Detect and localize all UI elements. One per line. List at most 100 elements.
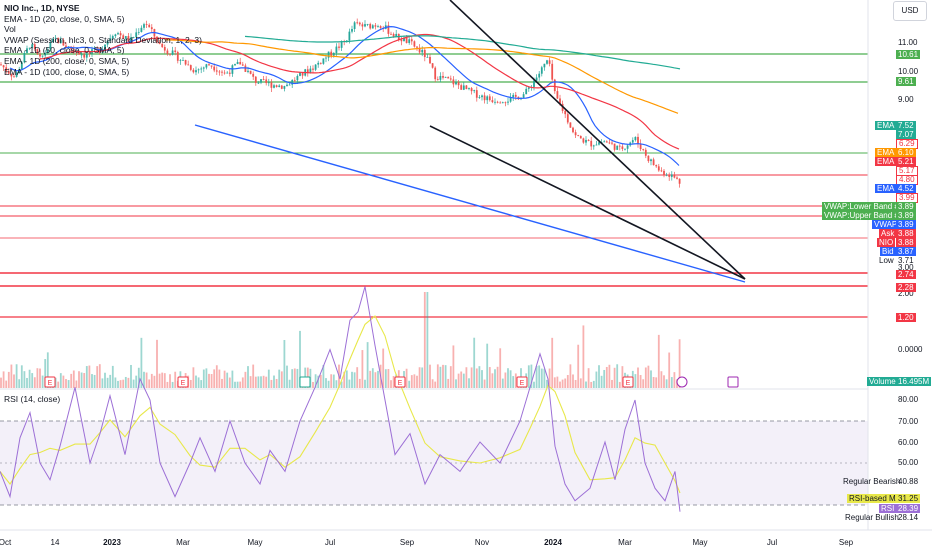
volume-bar [371,368,374,388]
volume-bar [436,364,439,388]
candle-body [119,33,122,36]
symbol-title[interactable]: NIO Inc., 1D, NYSE [4,3,80,13]
legend-ema50[interactable]: EMA - 1D (50, close, 0, SMA, 5) [4,45,125,56]
candle-body [20,62,23,70]
future-earnings-marker[interactable] [727,376,739,388]
volume-bar [551,337,554,388]
candle-body [553,79,556,92]
time-axis-label: Nov [474,538,490,547]
price-tag-ema-20: 4.52 [896,184,916,193]
volume-bar [507,368,509,388]
legend-volume[interactable]: Vol [4,24,16,35]
wedge-upper-trendline[interactable] [449,0,746,280]
event-marker[interactable] [676,376,688,388]
support-trendline-blue[interactable] [194,124,746,283]
volume-bar [455,379,457,388]
volume-bar [595,371,598,388]
candle-body [499,102,502,104]
volume-bar [548,368,551,388]
ema200-line[interactable] [244,35,681,70]
currency-button[interactable]: USD [893,1,927,21]
volume-bar [426,292,429,388]
earnings-marker[interactable] [622,376,634,388]
volume-bar [384,369,387,388]
candle-body [156,36,158,43]
rsi-label-tag: RSI [879,504,897,513]
volume-bar [114,377,117,388]
volume-bar [670,377,673,388]
candle-body [626,145,629,149]
ema50-line[interactable] [39,33,680,150]
volume-bar [257,376,260,388]
price-tag-vwap: 3.89 [896,211,916,220]
time-axis-label: May [247,538,263,547]
candle-body [254,76,257,83]
candle-body [174,50,177,53]
volume-bar [98,364,101,388]
candle-body [494,101,496,103]
legend-ema20[interactable]: EMA - 1D (20, close, 0, SMA, 5) [4,13,125,24]
volume-bar [288,379,291,388]
candle-body [470,88,473,92]
candle-body [351,29,353,32]
candle-body [587,139,590,141]
candle-body [624,148,626,150]
volume-bar [647,365,650,388]
time-axis-label: 14 [50,538,60,547]
volume-bar [171,381,174,388]
legend-vwap[interactable]: VWAP (Session, hlc3, 0, Standard Deviati… [4,34,202,45]
indicator-legend[interactable]: NIO Inc., 1D, NYSE EMA - 1D (20, close, … [4,3,202,77]
volume-bar [405,368,408,388]
candle-body [338,46,340,48]
volume-bar [621,366,624,388]
candle-body [540,67,543,74]
earnings-marker-letter: E [181,380,186,387]
candle-body [260,79,262,83]
earnings-marker[interactable] [516,376,528,388]
candle-body [481,95,483,98]
candle-body [309,68,312,74]
candle-body [535,77,538,81]
volume-bar [23,371,26,388]
candle-body [637,136,639,144]
volume-bar [317,375,320,388]
candle-body [114,34,117,37]
volume-bar [543,368,546,388]
rsi-title[interactable]: RSI (14, close) [4,394,61,404]
candle-body [189,65,192,70]
volume-bar [374,372,377,388]
candle-body [65,45,67,48]
candle-body [143,24,145,28]
candlestick-series [0,18,681,188]
volume-bar [418,367,421,388]
earnings-marker[interactable] [44,376,56,388]
volume-bar [678,339,681,388]
candle-body [431,63,434,68]
volume-bar [137,367,140,388]
volume-bar [202,369,205,388]
wedge-lower-trendline[interactable] [429,125,746,280]
legend-ema100[interactable]: EMA - 1D (100, close, 0, SMA, 5) [4,66,130,77]
candle-body [462,85,465,90]
volume-bar [39,368,41,388]
candle-body [668,174,671,177]
dividend-marker[interactable] [299,376,311,388]
volume-bar [93,374,96,388]
volume-bar [330,374,333,388]
candle-body [46,49,49,53]
volume-bar [119,380,122,388]
candle-body [387,25,390,34]
candle-body [663,170,665,176]
earnings-marker[interactable] [177,376,189,388]
volume-bar [0,377,2,388]
earnings-marker[interactable] [394,376,406,388]
volume-bar [423,292,426,388]
ema100-line[interactable] [164,39,679,114]
candle-body [187,64,190,66]
volume-bar [41,375,44,388]
legend-ema200[interactable]: EMA - 1D (200, close, 0, SMA, 5) [4,55,130,66]
volume-bar [366,342,369,388]
volume-bar [530,364,533,388]
candle-body [239,61,242,65]
